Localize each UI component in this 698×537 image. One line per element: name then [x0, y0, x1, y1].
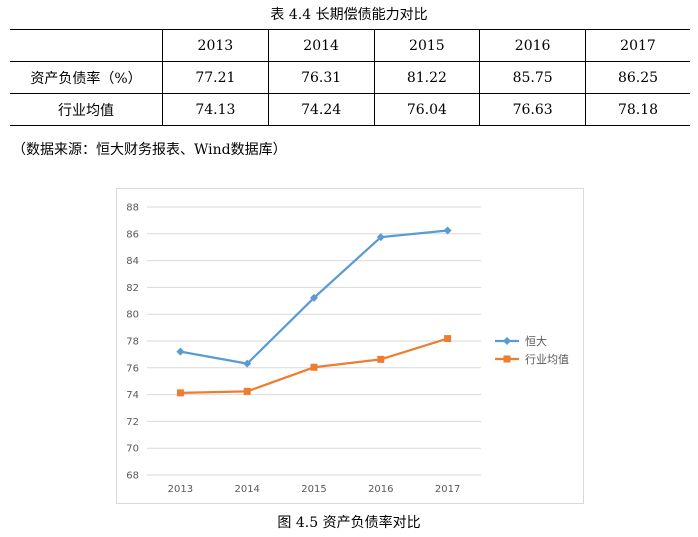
data-point-square	[444, 335, 452, 343]
debt-ratio-table: 2013 2014 2015 2016 2017 资产负债率（%） 77.21 …	[10, 29, 690, 126]
header-cell-empty	[10, 29, 163, 62]
legend-label: 行业均值	[525, 353, 569, 366]
data-point-square	[310, 363, 318, 371]
header-cell-2015: 2015	[373, 29, 480, 62]
data-point-diamond	[310, 293, 318, 302]
table-row-debt-ratio: 资产负债率（%） 77.21 76.31 81.22 85.75 86.25	[10, 61, 690, 94]
table-cell: 76.31	[267, 61, 374, 94]
y-tick-label: 70	[126, 444, 139, 455]
table-cell: 86.25	[585, 61, 690, 94]
header-cell-2014: 2014	[267, 29, 374, 62]
data-point-diamond	[443, 226, 452, 235]
x-tick-label: 2013	[168, 484, 193, 495]
data-point-diamond	[376, 233, 385, 242]
data-point-square	[176, 389, 184, 397]
header-cell-2013: 2013	[162, 29, 269, 62]
header-cell-2017: 2017	[585, 29, 690, 62]
y-tick-label: 80	[126, 310, 139, 321]
table-cell: 74.13	[162, 93, 269, 126]
row-label: 资产负债率（%）	[10, 61, 163, 94]
y-tick-label: 76	[126, 363, 139, 374]
legend-marker-diamond	[503, 337, 511, 345]
table-cell: 85.75	[479, 61, 586, 94]
table-cell: 78.18	[585, 93, 690, 126]
line-chart: 68 70 72 74 76 78 80 82 84 86 88 2013 2014 2015 2016 20…	[126, 203, 569, 496]
data-point-diamond	[176, 347, 185, 356]
table-cell: 74.24	[267, 93, 374, 126]
table-cell: 76.63	[479, 93, 586, 126]
source-note: （数据来源：恒大财务报表、Wind数据库）	[12, 142, 287, 158]
table-cell: 76.04	[373, 93, 480, 126]
chart-frame: 68 70 72 74 76 78 80 82 84 86 88 2013 2014 2015 2016 20…	[116, 188, 584, 504]
table-cell: 81.22	[373, 61, 480, 94]
legend-marker-square	[503, 355, 511, 363]
figure-title: 图 4.5 资产负债率对比	[277, 515, 421, 531]
y-tick-label: 86	[126, 229, 139, 240]
x-tick-label: 2016	[368, 484, 393, 495]
table-title: 表 4.4 长期偿债能力对比	[270, 7, 428, 23]
table-header-row: 2013 2014 2015 2016 2017	[10, 29, 690, 62]
legend-label: 恒大	[525, 334, 547, 348]
y-tick-label: 88	[126, 203, 139, 214]
data-point-diamond	[243, 359, 252, 368]
header-cell-2016: 2016	[479, 29, 586, 62]
y-tick-label: 84	[126, 256, 139, 267]
row-label: 行业均值	[10, 93, 163, 126]
y-tick-label: 78	[126, 337, 139, 348]
y-tick-label: 74	[126, 390, 139, 401]
y-tick-label: 72	[126, 417, 139, 428]
table-row-industry-avg: 行业均值 74.13 74.24 76.04 76.63 78.18	[10, 93, 690, 126]
data-point-square	[377, 355, 385, 363]
y-tick-label: 68	[126, 471, 139, 482]
y-tick-label: 82	[126, 283, 139, 294]
x-tick-label: 2017	[435, 484, 460, 495]
data-point-square	[243, 387, 251, 395]
x-tick-label: 2014	[234, 484, 259, 495]
x-tick-label: 2015	[301, 484, 326, 495]
table-cell: 77.21	[162, 61, 269, 94]
